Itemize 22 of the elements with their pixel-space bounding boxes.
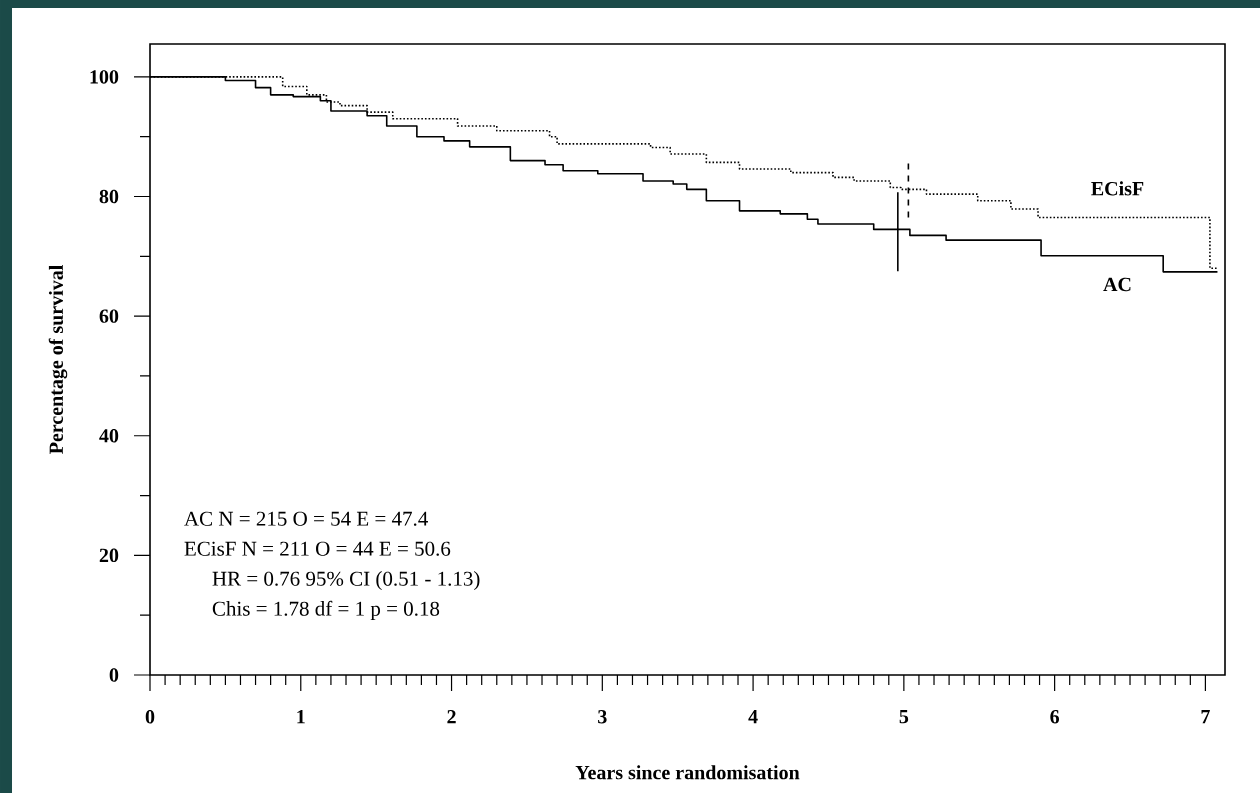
y-tick-label: 100 xyxy=(90,70,119,84)
series-label: ECisF xyxy=(1091,181,1144,196)
x-tick-label: 7 xyxy=(1201,710,1210,724)
y-tick-label: 60 xyxy=(99,309,119,323)
series-label: AC xyxy=(1103,277,1131,292)
annotation: AC N = 215 O = 54 E = 47.4 xyxy=(184,511,428,526)
x-tick-label: 0 xyxy=(145,710,155,724)
x-tick-label: 3 xyxy=(598,710,607,724)
y-tick-label: 80 xyxy=(99,189,119,204)
x-tick-label: 5 xyxy=(899,710,909,724)
annotation: ECisF N = 211 O = 44 E = 50.6 xyxy=(184,541,451,556)
x-tick-label: 4 xyxy=(748,710,758,724)
annotation: HR = 0.76 95% CI (0.51 - 1.13) xyxy=(212,571,480,591)
y-axis-title: Percentage of survival xyxy=(48,265,68,454)
x-axis-title: Years since randomisation xyxy=(575,765,800,780)
x-tick-label: 1 xyxy=(297,710,305,724)
y-tick-label: 20 xyxy=(99,548,119,563)
annotation: Chis = 1.78 df = 1 p = 0.18 xyxy=(212,600,440,621)
x-tick-label: 6 xyxy=(1050,710,1060,724)
y-tick-label: 40 xyxy=(99,429,119,443)
x-tick-label: 2 xyxy=(447,710,456,724)
y-tick-label: 0 xyxy=(109,668,119,682)
